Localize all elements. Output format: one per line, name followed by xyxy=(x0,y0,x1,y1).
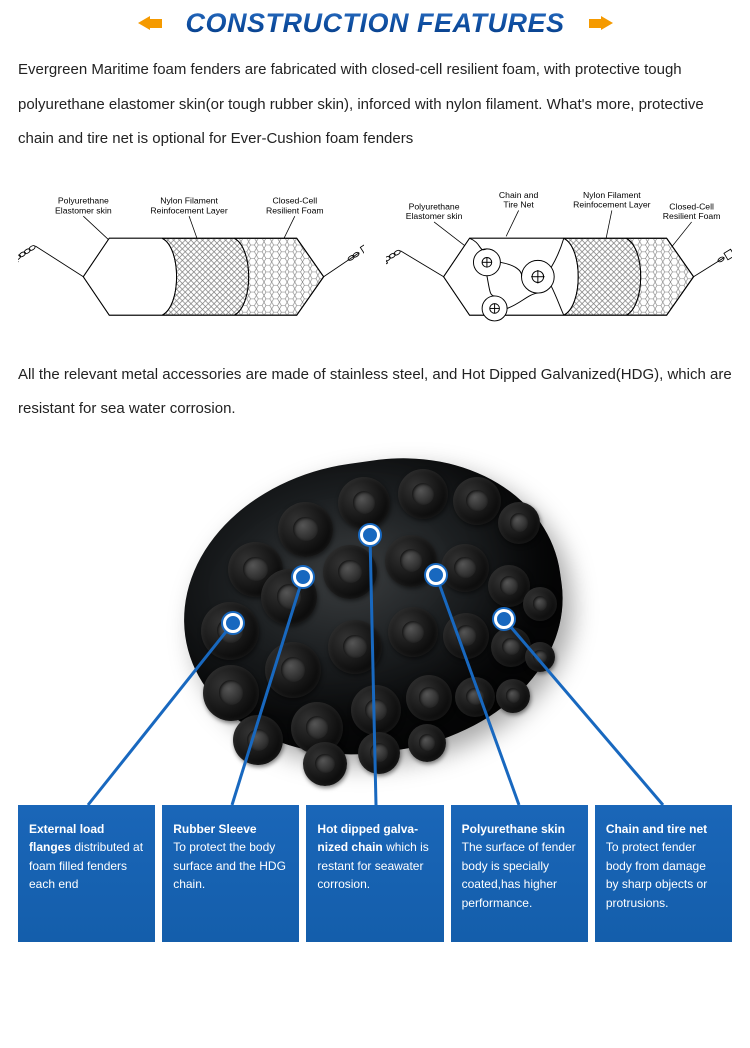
callout-box: Rubber Sleeve To protect the body surfac… xyxy=(162,805,299,942)
callout-title: Polyurethane skin xyxy=(462,822,565,836)
svg-text:Nylon Filament: Nylon Filament xyxy=(160,195,218,205)
fender-photo xyxy=(173,447,573,772)
tire-icon xyxy=(328,620,382,674)
callout-box: External load flanges distributed at foa… xyxy=(18,805,155,942)
heading-bar: CONSTRUCTION FEATURES xyxy=(18,0,732,49)
tire-icon xyxy=(408,724,446,762)
arrow-right-icon xyxy=(589,16,613,31)
svg-text:Resilient Foam: Resilient Foam xyxy=(266,205,324,215)
svg-text:Polyurethane: Polyurethane xyxy=(409,201,460,211)
diagram-without-net: Polyurethane Elastomer skin Nylon Filame… xyxy=(18,171,364,344)
callout-body: To protect the body surface and the HDG … xyxy=(173,840,286,891)
callout-box: Hot dipped galva- nized chain which is r… xyxy=(306,805,443,942)
tire-icon xyxy=(323,545,377,599)
tire-icon xyxy=(455,677,495,717)
tire-icon xyxy=(406,675,452,721)
tire-icon xyxy=(265,642,321,698)
svg-text:Elastomer skin: Elastomer skin xyxy=(406,211,463,221)
tire-icon xyxy=(398,469,448,519)
tire-icon xyxy=(498,502,540,544)
tire-icon xyxy=(278,502,333,557)
tire-icon xyxy=(525,642,555,672)
tire-icon xyxy=(351,685,401,735)
svg-text:Resilient Foam: Resilient Foam xyxy=(663,211,721,221)
callout-title: Chain and tire net xyxy=(606,822,707,836)
tire-icon xyxy=(441,544,489,592)
svg-text:Closed-Cell: Closed-Cell xyxy=(669,201,714,211)
callout-box: Polyurethane skin The surface of fender … xyxy=(451,805,588,942)
tire-icon xyxy=(358,732,400,774)
callout-title: Rubber Sleeve xyxy=(173,822,256,836)
svg-text:Nylon Filament: Nylon Filament xyxy=(583,189,641,199)
svg-text:Tire Net: Tire Net xyxy=(503,199,534,209)
callout-dot xyxy=(223,613,243,633)
intro-paragraph-2: All the relevant metal accessories are m… xyxy=(18,358,732,427)
tire-icon xyxy=(523,587,557,621)
callout-dot xyxy=(426,565,446,585)
diagram-with-net: Polyurethane Elastomer skin Chain and Ti… xyxy=(386,171,732,344)
intro-paragraph-1: Evergreen Maritime foam fenders are fabr… xyxy=(18,53,732,157)
callout-dot xyxy=(494,609,514,629)
tire-icon xyxy=(203,665,259,721)
tire-icon xyxy=(496,679,530,713)
callout-dot xyxy=(293,567,313,587)
callout-body: To protect fender body from damage by sh… xyxy=(606,840,707,910)
tire-icon xyxy=(443,613,489,659)
svg-text:Reinfocement Layer: Reinfocement Layer xyxy=(573,199,650,209)
cross-section-diagrams: Polyurethane Elastomer skin Nylon Filame… xyxy=(18,171,732,344)
product-callout-figure: External load flanges distributed at foa… xyxy=(18,447,732,942)
svg-text:Reinfocement Layer: Reinfocement Layer xyxy=(150,205,227,215)
svg-text:Closed-Cell: Closed-Cell xyxy=(272,195,317,205)
tire-icon xyxy=(453,477,501,525)
tire-icon xyxy=(338,477,390,529)
callout-dot xyxy=(360,525,380,545)
tire-icon xyxy=(303,742,347,786)
arrow-left-icon xyxy=(138,16,162,31)
svg-text:Polyurethane: Polyurethane xyxy=(58,195,109,205)
tire-icon xyxy=(388,607,438,657)
callout-body: The surface of fender body is specially … xyxy=(462,840,576,910)
svg-text:Elastomer skin: Elastomer skin xyxy=(55,205,112,215)
callout-row: External load flanges distributed at foa… xyxy=(18,805,732,942)
svg-text:Chain and: Chain and xyxy=(499,189,539,199)
page-title: CONSTRUCTION FEATURES xyxy=(186,8,565,39)
callout-box: Chain and tire net To protect fender bod… xyxy=(595,805,732,942)
tire-icon xyxy=(233,715,283,765)
